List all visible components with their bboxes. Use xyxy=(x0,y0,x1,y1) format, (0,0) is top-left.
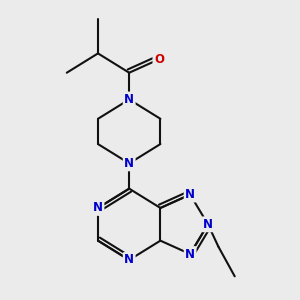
Text: N: N xyxy=(185,188,195,201)
Text: N: N xyxy=(185,248,195,260)
Text: N: N xyxy=(124,157,134,170)
Text: N: N xyxy=(203,218,213,231)
Text: N: N xyxy=(124,93,134,106)
Text: N: N xyxy=(93,202,103,214)
Text: N: N xyxy=(124,254,134,266)
Text: O: O xyxy=(154,53,164,66)
